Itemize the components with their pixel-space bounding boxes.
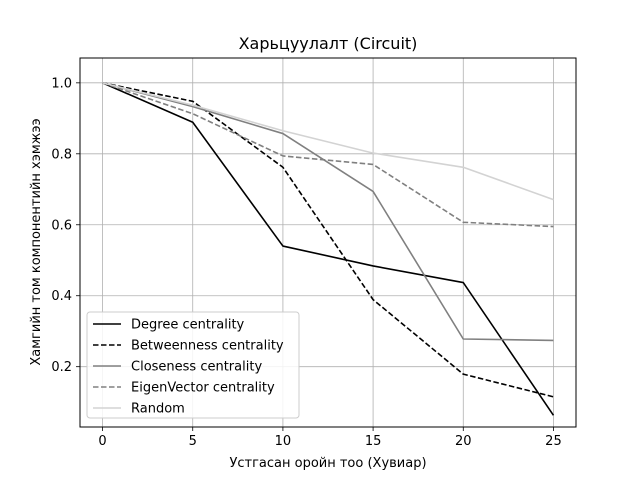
y-tick-label: 0.4 bbox=[51, 289, 72, 304]
x-tick-label: 15 bbox=[365, 434, 382, 449]
legend-box bbox=[86, 311, 300, 419]
series-line bbox=[102, 82, 554, 201]
series-line bbox=[102, 82, 554, 398]
x-tick-label: 0 bbox=[98, 434, 106, 449]
y-axis: 0.2 0.4 0.6 0.8 1.0 bbox=[51, 76, 80, 375]
legend-label: Degree centrality bbox=[131, 318, 245, 333]
series-line bbox=[102, 82, 554, 342]
series-line bbox=[102, 82, 555, 416]
x-tick-label: 25 bbox=[545, 434, 562, 449]
legend-label: Random bbox=[131, 402, 185, 417]
y-tick-label: 0.8 bbox=[51, 147, 72, 162]
x-axis: 0 5 10 15 20 25 bbox=[98, 427, 562, 449]
x-tick-label: 20 bbox=[455, 434, 472, 449]
y-tick-label: 0.2 bbox=[51, 360, 72, 375]
legend-label: EigenVector centrality bbox=[131, 381, 275, 396]
series-line bbox=[102, 82, 554, 228]
x-tick-label: 10 bbox=[275, 434, 292, 449]
legend-label: Closeness centrality bbox=[131, 360, 262, 375]
plot-area-frame bbox=[79, 57, 577, 428]
legend-label: Betweenness centrality bbox=[131, 339, 284, 354]
x-tick-label: 5 bbox=[189, 434, 197, 449]
legend: Degree centrality Betweenness centrality C… bbox=[86, 311, 300, 419]
chart-title: Харьцуулалт (Circuit) bbox=[239, 34, 418, 53]
x-axis-label: Устгасан оройн тоо (Хувиар) bbox=[229, 456, 426, 471]
series-layer bbox=[102, 82, 555, 416]
y-axis-label: Хамгийн том компонентийн хэмжээ bbox=[29, 118, 44, 365]
y-tick-label: 1.0 bbox=[51, 76, 72, 91]
y-tick-label: 0.6 bbox=[51, 218, 72, 233]
